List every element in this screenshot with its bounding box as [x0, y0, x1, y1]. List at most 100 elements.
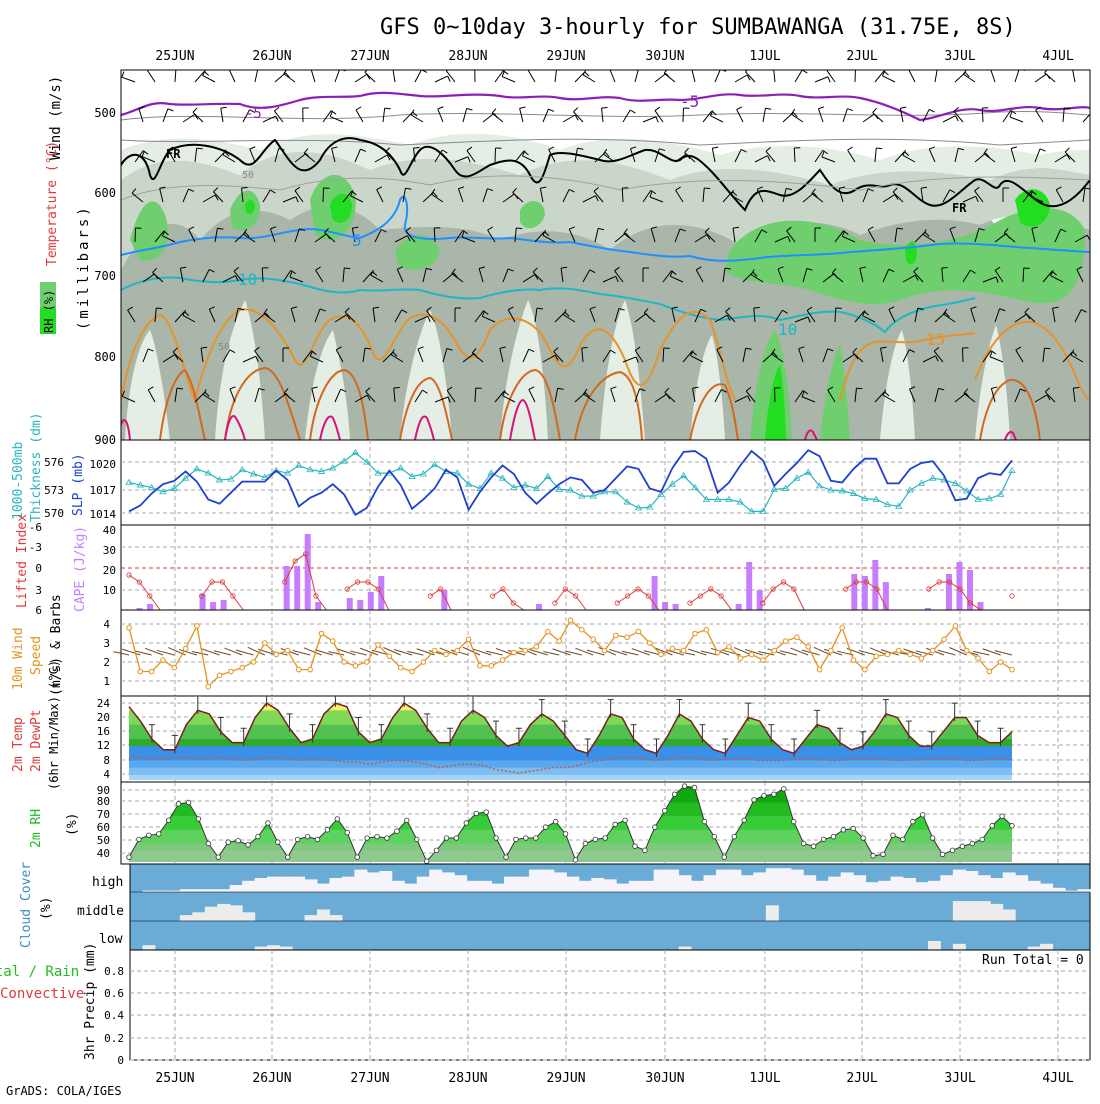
wind-barb-flag	[990, 67, 996, 69]
date-label-bottom: 27JUN	[350, 1071, 389, 1086]
rh-point	[504, 855, 509, 860]
label-fr-right: FR	[952, 201, 967, 215]
cloud-bar-low	[953, 944, 966, 950]
rh-point	[960, 844, 965, 849]
cloud-bar-high	[280, 877, 293, 892]
thickness-tick: 576	[44, 456, 64, 469]
cape-bar	[872, 560, 878, 610]
cloud-bar-high	[891, 877, 904, 892]
date-label-top: 2JUL	[846, 49, 877, 64]
wind-point	[1010, 667, 1015, 672]
cloud-bar-high	[915, 882, 928, 892]
wind-point	[987, 669, 992, 674]
rh-point	[563, 832, 568, 837]
cloud-bar-high	[753, 872, 766, 892]
label-minus5-left: -5	[245, 106, 262, 122]
wind-tick: 2	[103, 656, 110, 669]
wind-barb-flag	[414, 147, 420, 148]
cloud-bar-high	[679, 875, 692, 892]
rh-point	[682, 784, 687, 789]
cloud-bar-high	[367, 872, 380, 892]
wind-barb-flag	[1044, 348, 1050, 349]
rh-point	[662, 808, 667, 813]
credit: GrADS: COLA/IGES	[6, 1084, 122, 1098]
rh-point	[583, 841, 588, 846]
cloud-bar-high	[741, 875, 754, 892]
rh-point	[712, 834, 717, 839]
wind-point	[681, 648, 686, 653]
rh-tick: 80	[97, 795, 110, 808]
wind-point	[840, 626, 845, 631]
ylabel-temp-1: 2m Temp	[11, 717, 26, 772]
wind-point	[217, 673, 222, 678]
cloud-bar-high	[354, 870, 367, 892]
wind-point	[398, 665, 403, 670]
wind-point	[715, 650, 720, 655]
upper-axis-labels: Wind (m/s) Temperature (°C) RH (%) (mill…	[40, 76, 92, 334]
cloud-bar-high	[180, 889, 193, 892]
label-10-right: 10	[778, 320, 797, 339]
wind-point	[580, 627, 585, 632]
date-label-top: 4JUL	[1042, 49, 1073, 64]
thickness-tick: 573	[44, 484, 64, 497]
wind-barb-flag	[528, 67, 533, 70]
wind-point	[274, 652, 279, 657]
cloud-bar-high	[666, 870, 679, 892]
ylabel-wind-1: 10m Wind	[11, 627, 26, 690]
wind-point	[647, 641, 652, 646]
rh-point	[375, 834, 380, 839]
wind-barb-flag	[557, 68, 563, 69]
cloud-bar-high	[479, 881, 492, 892]
wind-point	[795, 635, 800, 640]
rh-point	[871, 854, 876, 859]
cloud-bar-high	[853, 875, 866, 892]
wind-point	[704, 627, 709, 632]
cloud-bar-low	[1040, 944, 1053, 950]
cape-bar	[315, 602, 321, 610]
cloud-bar-low	[679, 947, 692, 950]
cloud-bar-high	[529, 870, 542, 892]
wind-point	[874, 654, 879, 659]
cloud-bar-high	[267, 877, 280, 892]
ylabel-thickness-2: Thickness (dm)	[29, 412, 44, 522]
wind-barb-flag	[394, 388, 400, 389]
rh-point	[831, 834, 836, 839]
cloud-bar-high	[940, 875, 953, 892]
rh-point	[702, 819, 707, 824]
wind-point	[625, 635, 630, 640]
rh-point	[434, 848, 439, 853]
cape-bar	[200, 594, 206, 610]
cloud-bar-high	[990, 878, 1003, 892]
cloud-bar-high	[392, 881, 405, 892]
rh-point	[276, 840, 281, 845]
date-label-top: 30JUN	[645, 49, 684, 64]
wind-point	[342, 660, 347, 665]
cloud-bar-middle	[953, 901, 966, 921]
cloud-bar-high	[841, 872, 854, 892]
cape-bar	[883, 582, 889, 610]
rh-point	[256, 834, 261, 839]
wind-point	[297, 667, 302, 672]
cloud-bar-low	[928, 941, 941, 949]
wind-barb-flag	[516, 228, 522, 229]
rh-point	[742, 818, 747, 823]
wind-point	[591, 637, 596, 642]
cape-bar	[210, 602, 216, 610]
rh-point	[782, 787, 787, 792]
wind-barb-flag	[774, 67, 780, 68]
ylabel-cape: CAPE (J/kg)	[73, 526, 88, 612]
date-label-top: 26JUN	[252, 49, 291, 64]
cloud-bar-high	[404, 884, 417, 892]
rh-point	[524, 836, 529, 841]
rh-point	[901, 837, 906, 842]
cloud-bar-high	[492, 884, 505, 892]
pressure-tick: 900	[94, 433, 116, 447]
rh-point	[950, 848, 955, 853]
ylabel-cloud-2: (%)	[39, 897, 54, 920]
cloud-bar-high	[305, 879, 318, 892]
label-5: 5	[352, 231, 362, 250]
cape-bar	[147, 604, 153, 610]
cloud-bar-high	[329, 878, 342, 892]
